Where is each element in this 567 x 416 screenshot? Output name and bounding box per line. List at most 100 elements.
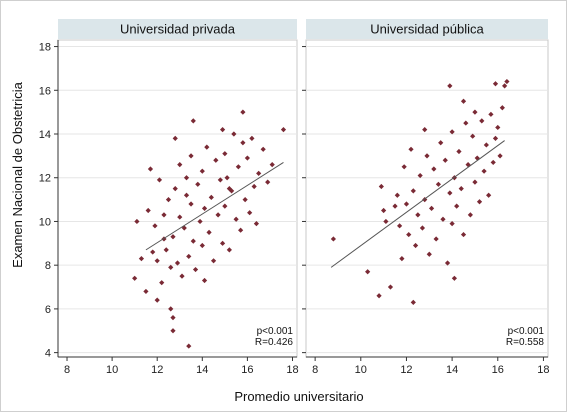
data-point — [410, 188, 416, 194]
data-point — [183, 175, 190, 181]
data-point — [428, 205, 435, 211]
data-point — [442, 157, 448, 163]
data-point — [226, 186, 232, 192]
data-point — [206, 229, 212, 235]
x-tick-label: 18 — [286, 364, 298, 376]
data-point — [159, 280, 165, 286]
data-point — [170, 328, 176, 334]
data-point — [132, 275, 138, 281]
data-point — [447, 190, 453, 196]
panel-strip — [58, 19, 297, 39]
data-point — [378, 183, 384, 190]
data-point — [504, 78, 510, 85]
panel-title: Universidad privada — [120, 22, 236, 37]
data-point — [497, 153, 503, 159]
data-point — [433, 236, 439, 242]
data-point — [170, 234, 176, 240]
y-tick-label: 6 — [45, 304, 51, 316]
data-point — [458, 186, 464, 192]
data-point — [222, 203, 228, 209]
data-point — [213, 157, 219, 163]
data-point — [465, 162, 471, 168]
plot-area — [305, 39, 549, 358]
panel-1: Universidad privada 4 6 8 10 12 14 16 18 8 10 12 14 1… — [39, 19, 299, 376]
data-point — [217, 177, 223, 183]
data-point — [419, 225, 426, 231]
data-point — [210, 258, 217, 264]
data-point — [492, 81, 499, 87]
data-point — [186, 253, 192, 260]
x-tick-label: 10 — [355, 364, 367, 376]
chart-panels: Universidad privada 4 6 8 10 12 14 16 18 8 10 12 14 1… — [39, 19, 550, 376]
data-point — [463, 120, 469, 126]
data-point — [161, 212, 167, 218]
x-tick-label: 12 — [151, 364, 163, 376]
data-point — [199, 168, 205, 174]
data-point — [449, 129, 455, 135]
data-point — [190, 238, 196, 244]
data-point — [474, 155, 480, 161]
data-point — [365, 269, 371, 275]
data-point — [143, 288, 149, 295]
x-tick-label: 14 — [196, 364, 208, 376]
y-tick-label: 4 — [45, 348, 51, 360]
data-point — [397, 223, 403, 229]
data-point — [165, 196, 172, 203]
data-point — [392, 203, 398, 209]
fit-line — [145, 162, 284, 251]
data-point — [251, 183, 257, 190]
data-point — [456, 148, 462, 155]
data-point — [490, 159, 496, 166]
data-point — [435, 181, 442, 187]
data-point — [383, 218, 389, 225]
data-point — [269, 162, 275, 168]
data-point — [249, 135, 255, 141]
data-point — [172, 186, 178, 192]
data-point — [156, 177, 163, 183]
data-point — [410, 299, 416, 305]
data-point — [219, 240, 226, 246]
data-point — [265, 179, 271, 185]
data-point — [231, 131, 237, 137]
data-point — [208, 194, 214, 201]
data-point — [415, 212, 421, 218]
data-point — [426, 251, 432, 257]
panel-2: Universidad pública 8 10 12 14 16 18 p<0.001R=0… — [302, 19, 550, 376]
data-point — [394, 192, 400, 198]
data-point — [188, 201, 194, 207]
data-point — [492, 135, 499, 141]
data-point — [260, 146, 266, 152]
data-point — [179, 273, 185, 279]
data-point — [387, 284, 394, 290]
data-point — [222, 151, 228, 157]
y-tick-label: 8 — [45, 260, 51, 272]
data-point — [479, 118, 485, 124]
data-point — [467, 212, 473, 218]
data-point — [247, 210, 253, 216]
data-point — [195, 181, 201, 187]
data-point — [253, 221, 260, 227]
y-tick-label: 16 — [39, 85, 51, 97]
data-point — [168, 306, 174, 312]
data-point — [177, 214, 183, 220]
data-point — [154, 297, 160, 303]
x-tick-label: 16 — [492, 364, 504, 376]
data-point — [412, 242, 419, 249]
data-point — [226, 247, 232, 253]
data-point — [163, 247, 169, 253]
x-tick-label: 18 — [537, 364, 549, 376]
data-point — [188, 153, 194, 159]
data-point — [417, 172, 423, 179]
stat-annotation: R=0.558 — [506, 337, 545, 348]
data-point — [219, 127, 226, 133]
data-point — [408, 146, 414, 152]
data-point — [145, 207, 151, 214]
data-point — [192, 266, 199, 273]
data-point — [199, 242, 205, 249]
data-point — [244, 155, 250, 161]
data-point — [215, 212, 221, 218]
data-point — [444, 260, 451, 266]
data-point — [238, 227, 244, 233]
data-point — [201, 277, 208, 284]
